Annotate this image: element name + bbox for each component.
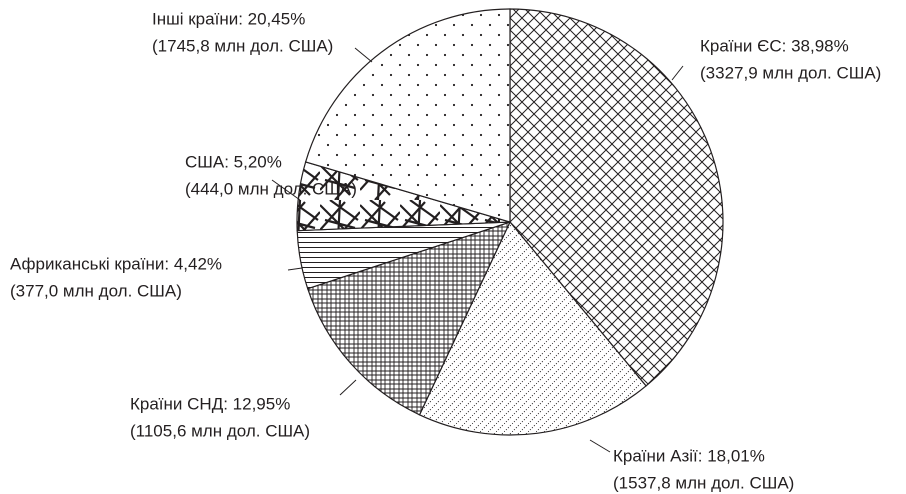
- slice-label: Інші країни: 20,45%: [152, 9, 305, 28]
- slice-amount: (1537,8 млн дол. США): [613, 473, 794, 492]
- leader-line: [589, 439, 611, 453]
- slice-amount: (1745,8 млн дол. США): [152, 36, 333, 55]
- slice-label: Країни СНД: 12,95%: [130, 394, 290, 413]
- slice-label: США: 5,20%: [185, 152, 282, 171]
- pie-slice: [509, 8, 724, 387]
- leader-line: [339, 379, 357, 396]
- leader-line: [354, 47, 373, 63]
- leader-line: [287, 267, 303, 271]
- pie-slice: [304, 8, 511, 223]
- slice-amount: (377,0 млн дол. США): [10, 281, 182, 300]
- slice-amount: (444,0 млн дол. США): [185, 179, 357, 198]
- leader-line: [671, 65, 684, 81]
- slice-label: Країни Азії: 18,01%: [613, 446, 765, 465]
- slice-amount: (1105,6 млн дол. США): [130, 421, 310, 440]
- pie-slice: [306, 220, 512, 416]
- slice-label: Країни ЄС: 38,98%: [700, 36, 849, 55]
- pie-slice: [418, 220, 647, 436]
- slice-label: Африканські країни: 4,42%: [10, 254, 222, 273]
- slice-amount: (3327,9 млн дол. США): [700, 63, 881, 82]
- leader-line: [271, 179, 301, 201]
